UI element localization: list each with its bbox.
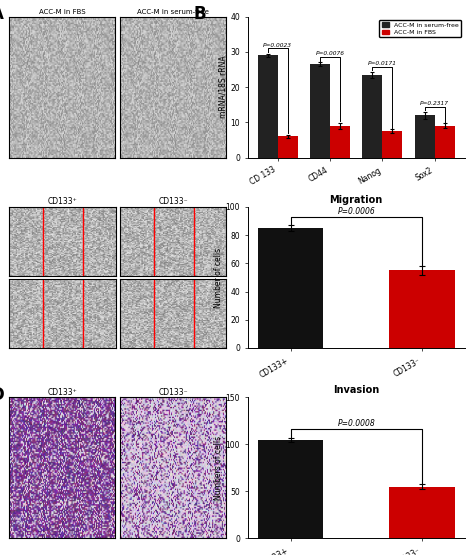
Bar — [435, 126, 455, 158]
Title: CD133⁻: CD133⁻ — [158, 197, 188, 206]
Bar — [310, 64, 330, 158]
Bar — [258, 56, 278, 158]
Bar — [363, 75, 383, 158]
Text: P=0.0006: P=0.0006 — [337, 207, 375, 216]
Bar — [258, 228, 323, 348]
Y-axis label: mRNA/18S rRNA: mRNA/18S rRNA — [219, 56, 228, 118]
Title: Invasion: Invasion — [333, 385, 379, 395]
Text: P=0.0171: P=0.0171 — [368, 61, 397, 66]
Text: A: A — [0, 6, 3, 23]
Bar — [415, 115, 435, 158]
Bar — [278, 137, 298, 158]
Text: P=0.0023: P=0.0023 — [263, 43, 292, 48]
Y-axis label: Number of cells: Number of cells — [214, 248, 223, 307]
Bar — [389, 270, 455, 348]
Bar — [383, 131, 402, 158]
Legend: ACC-M in serum-free, ACC-M in FBS: ACC-M in serum-free, ACC-M in FBS — [379, 20, 461, 37]
Y-axis label: Numbers of cells: Numbers of cells — [214, 436, 223, 500]
Title: CD133⁻: CD133⁻ — [158, 387, 188, 397]
Text: D: D — [0, 386, 4, 404]
Text: P=0.2317: P=0.2317 — [420, 101, 449, 106]
Title: ACC-M in FBS: ACC-M in FBS — [39, 9, 86, 15]
Title: ACC-M in serum-free: ACC-M in serum-free — [137, 9, 209, 15]
Title: Migration: Migration — [329, 195, 383, 205]
Bar — [258, 440, 323, 538]
Text: P=0.0076: P=0.0076 — [316, 52, 345, 57]
Title: CD133⁺: CD133⁺ — [47, 387, 77, 397]
Title: CD133⁺: CD133⁺ — [48, 197, 77, 206]
Bar — [330, 126, 350, 158]
Bar — [389, 487, 455, 538]
Text: B: B — [194, 6, 206, 23]
Text: P=0.0008: P=0.0008 — [337, 420, 375, 428]
